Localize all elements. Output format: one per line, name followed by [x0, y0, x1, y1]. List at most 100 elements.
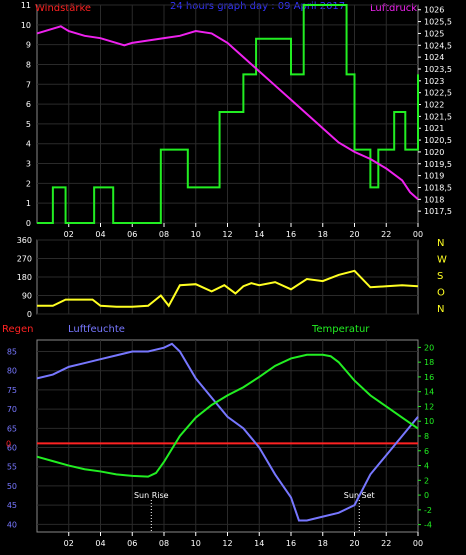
pressure-tick-label: 1017,5: [424, 207, 452, 216]
wind-tick-label: 4: [26, 140, 31, 149]
pressure-tick-label: 1025: [424, 29, 444, 38]
temperature-tick-label: -2: [424, 506, 432, 515]
x-tick-label: 10: [191, 230, 201, 239]
compass-label: N: [437, 304, 444, 315]
x-tick-label: 08: [159, 539, 169, 548]
pressure-tick-label: 1018: [424, 195, 444, 204]
compass-label: O: [437, 288, 445, 299]
humidity-tick-label: 70: [7, 405, 17, 414]
luftfeuchte-label: Luftfeuchte: [68, 324, 125, 335]
direction-tick-label: 90: [22, 292, 32, 301]
wind-tick-label: 3: [26, 160, 31, 169]
temperature-tick-label: -4: [424, 521, 432, 530]
temperature-tick-label: 10: [424, 417, 434, 426]
wind-direction-line: [37, 269, 419, 308]
pressure-tick-label: 1018,5: [424, 183, 452, 192]
pressure-tick-label: 1026: [424, 6, 444, 15]
wind-tick-label: 10: [21, 21, 31, 30]
humidity-tick-label: 65: [7, 424, 17, 433]
wind-tick-label: 0: [26, 219, 31, 228]
pressure-tick-label: 1020: [424, 148, 444, 157]
pressure-tick-label: 1025,5: [424, 18, 452, 27]
wind-axis-title: Windstärke: [35, 3, 91, 14]
humidity-tick-label: 85: [7, 348, 17, 357]
regen-label: Regen: [2, 324, 34, 335]
pressure-line: [36, 25, 419, 201]
temperature-tick-label: 2: [424, 476, 429, 485]
humidity-line: [36, 342, 419, 522]
temperatur-label: Temperatur: [311, 324, 370, 335]
direction-tick-label: 270: [17, 255, 32, 264]
humidity-tick-label: 80: [7, 367, 17, 376]
compass-label: W: [437, 255, 447, 266]
pressure-tick-label: 1021: [424, 124, 444, 133]
humidity-tick-label: 40: [7, 520, 17, 529]
x-tick-label: 06: [127, 230, 137, 239]
humidity-tick-label: 50: [7, 482, 17, 491]
pressure-tick-label: 1021,5: [424, 112, 452, 121]
wind-speed-line: [37, 4, 419, 224]
x-tick-label: 16: [286, 230, 296, 239]
chart-title: 24 hours graph day : 09 April 2017: [170, 1, 345, 12]
temperature-tick-label: 16: [424, 373, 434, 382]
wind-tick-label: 8: [26, 60, 31, 69]
x-tick-label: 16: [286, 539, 296, 548]
pressure-tick-label: 1023: [424, 77, 444, 86]
pressure-tick-label: 1024: [424, 53, 444, 62]
humidity-tick-label: 75: [7, 386, 17, 395]
wind-tick-label: 7: [26, 80, 31, 89]
wind-tick-label: 1: [26, 199, 31, 208]
temperature-tick-label: 20: [424, 343, 434, 352]
x-tick-label: 14: [254, 230, 264, 239]
direction-tick-label: 360: [17, 236, 32, 245]
x-tick-label: 04: [95, 539, 105, 548]
temperature-line: [36, 353, 419, 478]
wind-tick-label: 9: [26, 41, 31, 50]
x-tick-label: 12: [222, 539, 232, 548]
temperature-tick-label: 18: [424, 358, 434, 367]
x-tick-label: 14: [254, 539, 264, 548]
pressure-tick-label: 1019,5: [424, 160, 452, 169]
humidity-temperature-panel: Regen Luftfeuchte Temperatur 40455055606…: [2, 324, 434, 548]
pressure-tick-label: 1019: [424, 172, 444, 181]
temperature-tick-label: 4: [424, 462, 429, 471]
pressure-tick-label: 1023,5: [424, 65, 452, 74]
temperature-tick-label: 6: [424, 447, 429, 456]
x-tick-label: 10: [191, 539, 201, 548]
wind-tick-label: 2: [26, 179, 31, 188]
rain-tick-label: 0: [6, 439, 11, 448]
pressure-tick-label: 1020,5: [424, 136, 452, 145]
x-tick-label: 20: [349, 539, 359, 548]
x-tick-label: 08: [159, 230, 169, 239]
direction-tick-label: 0: [27, 310, 32, 319]
x-tick-label: 00: [413, 230, 423, 239]
temperature-tick-label: 12: [424, 402, 434, 411]
wind-tick-label: 5: [26, 120, 31, 129]
x-tick-label: 22: [381, 230, 391, 239]
direction-tick-label: 180: [17, 273, 32, 282]
x-tick-label: 04: [95, 230, 105, 239]
x-tick-label: 02: [64, 539, 74, 548]
x-tick-label: 02: [64, 230, 74, 239]
wind-tick-label: 6: [26, 100, 31, 109]
wind-pressure-panel: Windstärke 24 hours graph day : 09 April…: [21, 1, 452, 239]
sun-label: Sun Rise: [134, 491, 169, 500]
temperature-tick-label: 14: [424, 388, 434, 397]
pressure-tick-label: 1022,5: [424, 89, 452, 98]
x-tick-label: 22: [381, 539, 391, 548]
x-tick-label: 18: [318, 539, 328, 548]
humidity-tick-label: 45: [7, 501, 17, 510]
x-tick-label: 20: [349, 230, 359, 239]
pressure-tick-label: 1024,5: [424, 41, 452, 50]
x-tick-label: 06: [127, 539, 137, 548]
humidity-tick-label: 60: [7, 444, 17, 453]
x-tick-label: 00: [413, 539, 423, 548]
wind-tick-label: 11: [21, 1, 31, 10]
compass-label: N: [437, 238, 444, 249]
pressure-axis-title: Luftdruck: [370, 3, 417, 14]
temperature-tick-label: 8: [424, 432, 429, 441]
temperature-tick-label: 0: [424, 491, 429, 500]
x-tick-label: 18: [318, 230, 328, 239]
